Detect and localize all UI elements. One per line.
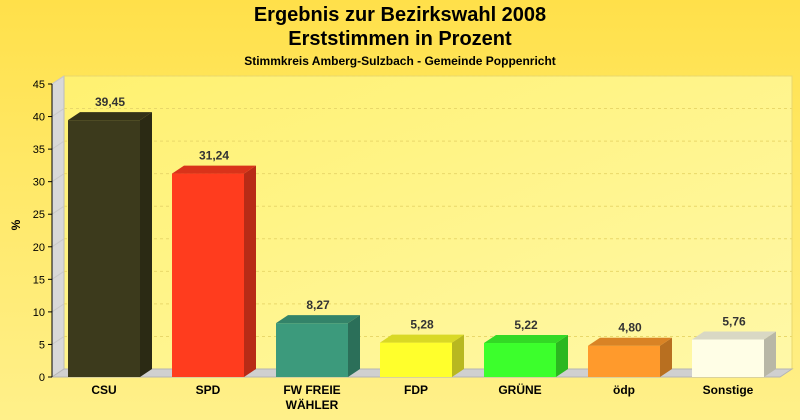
y-tick-label: 15	[33, 274, 45, 286]
x-tick-label: CSU	[91, 383, 116, 397]
bar-top	[484, 335, 568, 344]
bar-group: 4,80	[588, 321, 672, 377]
x-tick-label: FDP	[404, 383, 428, 397]
gridline-side	[51, 270, 65, 280]
data-label: 39,45	[95, 95, 125, 109]
y-tick-label: 25	[33, 209, 45, 221]
bars: 39,45 31,24 8,27 5,28 5,22 4,80 5,76	[68, 95, 776, 378]
bar	[484, 343, 556, 377]
bar	[276, 323, 348, 377]
gridline-side	[51, 205, 65, 215]
data-label: 5,28	[410, 318, 434, 332]
x-tick-label: GRÜNE	[498, 382, 541, 397]
y-tick-label: 45	[33, 79, 45, 91]
gridline-side	[51, 336, 65, 345]
bar-top	[692, 331, 776, 340]
data-label: 8,27	[306, 298, 330, 312]
bar	[692, 339, 764, 377]
bar	[380, 342, 452, 377]
bar-top	[276, 315, 360, 324]
gridline-side	[51, 173, 65, 183]
y-tick-label: 0	[39, 372, 45, 384]
gridline-side	[51, 303, 65, 313]
bar-top	[68, 112, 152, 121]
data-label: 31,24	[199, 149, 229, 163]
bar	[172, 173, 244, 377]
bar-side	[244, 165, 256, 377]
data-label: 5,76	[722, 314, 746, 328]
bar-top	[380, 334, 464, 343]
gridline-side	[51, 108, 65, 117]
x-tick-label: Sonstige	[703, 383, 754, 397]
bar-side	[764, 331, 776, 377]
bar-group: 5,76	[692, 314, 776, 377]
bar-group: 31,24	[172, 149, 256, 377]
gridline-side	[51, 238, 65, 248]
y-tick-label: 20	[33, 242, 45, 254]
chart-location-subtitle: Stimmkreis Amberg-Sulzbach - Gemeinde Po…	[244, 54, 556, 68]
bar-top	[588, 337, 672, 346]
y-tick-label: 10	[33, 307, 45, 319]
x-tick-label: WÄHLER	[286, 397, 339, 412]
bar	[588, 345, 660, 377]
data-label: 5,22	[514, 318, 538, 332]
y-axis-label: %	[9, 219, 23, 230]
bar-side	[660, 337, 672, 377]
bar-group: 39,45	[68, 95, 152, 378]
x-tick-label: ödp	[613, 383, 635, 397]
bar-side	[140, 112, 152, 378]
bar-side	[452, 334, 464, 377]
data-label: 4,80	[618, 321, 642, 335]
chart-title: Ergebnis zur Bezirkswahl 2008	[253, 4, 547, 26]
bar-group: 5,22	[484, 318, 568, 377]
bar-top	[172, 165, 256, 174]
bar-side	[348, 315, 360, 377]
bar	[68, 120, 140, 378]
gridline-side	[51, 75, 65, 85]
y-tick-label: 30	[33, 177, 45, 189]
y-tick-label: 35	[33, 144, 45, 156]
bar-side	[556, 335, 568, 377]
x-tick-label: FW FREIE	[283, 383, 340, 397]
bar-group: 8,27	[276, 298, 360, 377]
gridline-side	[51, 140, 65, 150]
chart-subtitle: Erststimmen in Prozent	[288, 28, 512, 50]
y-tick-label: 5	[39, 339, 45, 351]
y-axis: 0 5 10 15 20 25 30 35 40 45	[33, 79, 53, 384]
bar-group: 5,28	[380, 318, 464, 377]
x-tick-label: SPD	[196, 383, 221, 397]
plot-side-wall	[51, 75, 65, 378]
y-tick-label: 40	[33, 112, 45, 124]
plot-area	[50, 75, 794, 378]
